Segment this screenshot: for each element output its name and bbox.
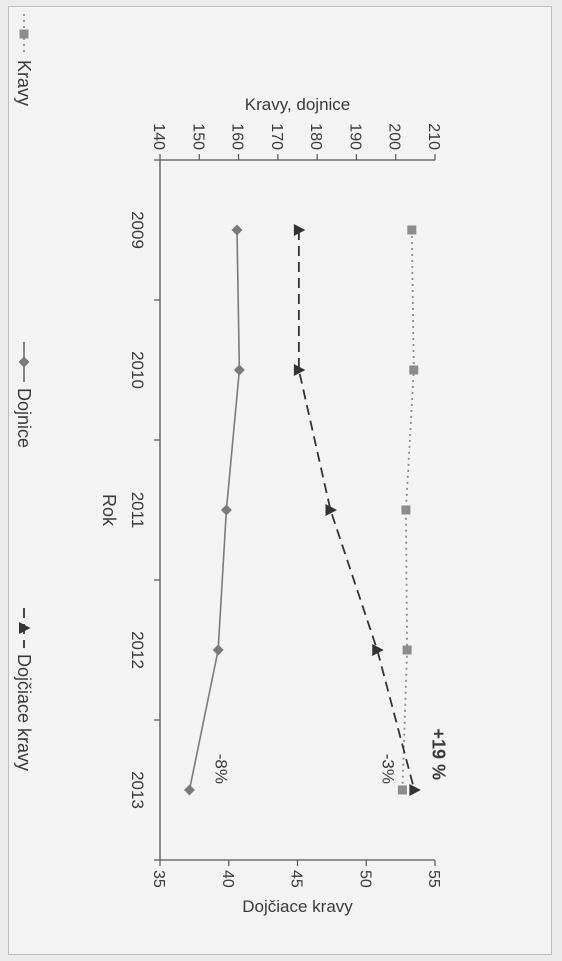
- annotation-dojnice-change: -8%: [211, 754, 230, 784]
- legend-label-dojnice: Dojnice: [14, 388, 34, 448]
- y-right-tick-label: 45: [288, 870, 305, 888]
- data-point-dojciace-kravy: [409, 784, 421, 796]
- x-ticks: 2009 2010 2011 2012 2013: [128, 159, 160, 861]
- y-right-ticks: 35 40 45 50 55: [150, 860, 442, 888]
- x-tick-label: 2012: [128, 631, 147, 669]
- data-point-kravy: [407, 225, 417, 235]
- legend: Kravy Dojnice Dojčiace kravy: [14, 14, 34, 771]
- data-point-kravy: [409, 365, 419, 375]
- y-left-tick-label: 160: [229, 123, 246, 150]
- data-point-dojciace-kravy: [325, 504, 337, 516]
- legend-label-dojciace-kravy: Dojčiace kravy: [14, 654, 34, 771]
- series-line-dojciace-kravy: [297, 230, 416, 791]
- data-point-dojnice: [233, 364, 245, 376]
- y-left-tick-label: 140: [150, 123, 167, 150]
- x-tick-label: 2013: [128, 771, 147, 809]
- y-left-tick-label: 190: [346, 123, 363, 150]
- legend-marker-dojnice: [18, 356, 30, 368]
- x-tick-label: 2011: [128, 492, 147, 529]
- x-tick-label: 2009: [128, 211, 147, 249]
- y-right-tick-label: 35: [150, 870, 167, 888]
- y-axis-right-label: Dojčiace kravy: [242, 897, 353, 916]
- y-left-tick-label: 150: [189, 123, 206, 150]
- legend-marker-kravy: [19, 29, 29, 39]
- y-left-tick-label: 210: [425, 123, 442, 150]
- y-right-tick-label: 50: [356, 870, 373, 888]
- data-point-kravy: [402, 645, 412, 655]
- series-group: [183, 224, 421, 796]
- legend-label-kravy: Kravy: [14, 60, 34, 106]
- x-axis-label: Rok: [99, 494, 119, 527]
- data-point-dojnice: [183, 784, 195, 796]
- chart-frame: [8, 6, 552, 955]
- y-left-tick-label: 180: [307, 123, 324, 150]
- y-left-ticks: 140 150 160 170 180 190 200 210: [150, 123, 442, 160]
- data-point-dojnice: [220, 504, 232, 516]
- data-point-kravy: [401, 505, 411, 515]
- x-tick-label: 2010: [128, 351, 147, 389]
- data-point-dojciace-kravy: [293, 364, 306, 376]
- data-point-kravy: [397, 785, 407, 795]
- y-right-tick-label: 40: [219, 870, 236, 888]
- y-right-tick-label: 55: [425, 870, 442, 888]
- y-left-tick-label: 170: [268, 123, 285, 150]
- annotation-dojciace-kravy-change: +19 %: [428, 728, 448, 780]
- data-point-dojciace-kravy: [372, 644, 384, 656]
- y-axis-left-label: Kravy, dojnice: [245, 95, 351, 114]
- data-point-dojnice: [212, 644, 224, 656]
- legend-marker-dojciace-kravy: [19, 622, 31, 634]
- data-point-dojnice: [231, 224, 243, 236]
- data-point-dojciace-kravy: [293, 224, 306, 236]
- y-left-tick-label: 200: [386, 123, 403, 150]
- annotation-kravy-change: -3%: [378, 754, 397, 784]
